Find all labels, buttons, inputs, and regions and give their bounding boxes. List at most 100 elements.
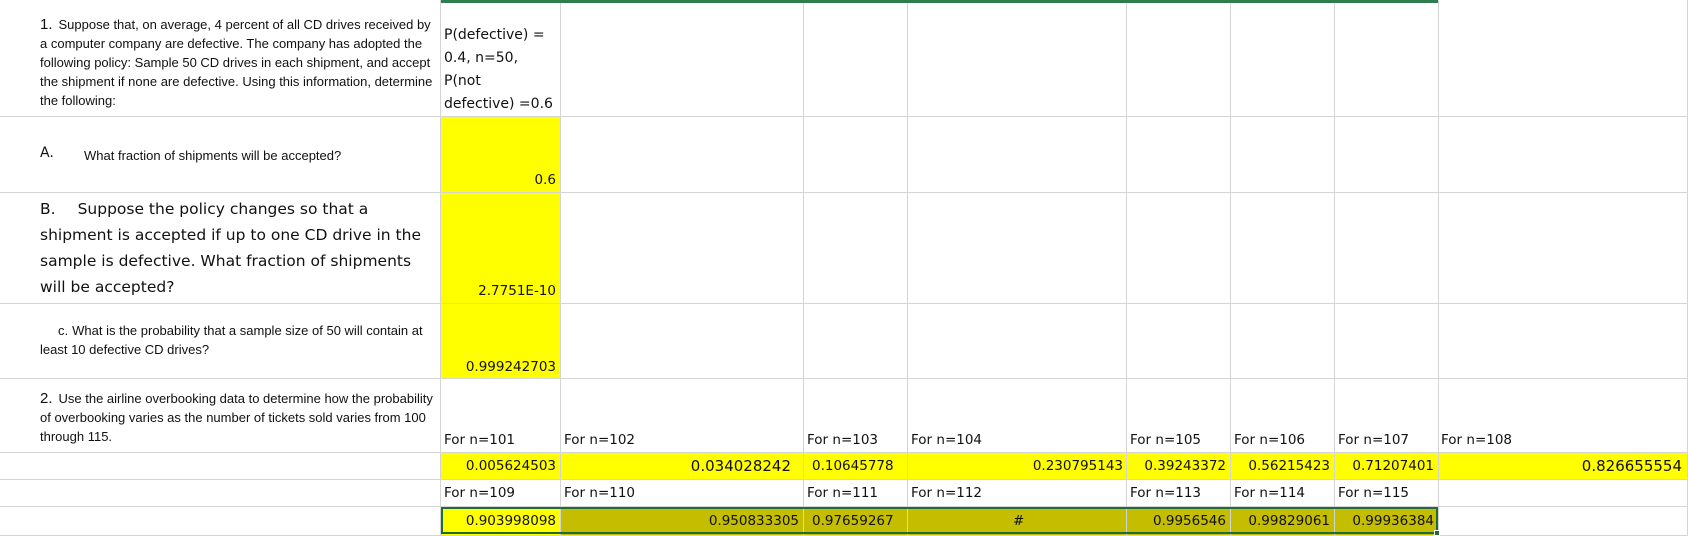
cell-empty[interactable]	[1127, 304, 1231, 379]
cell-empty[interactable]	[561, 0, 804, 117]
cell-empty[interactable]	[804, 193, 908, 304]
cell-label-n107[interactable]: For n=107	[1335, 379, 1439, 453]
cell-empty[interactable]	[1231, 0, 1335, 117]
cell-value-n103[interactable]: 0.10645778	[804, 453, 908, 480]
cell-label-n115[interactable]: For n=115	[1335, 480, 1439, 507]
cell-empty[interactable]	[1439, 507, 1688, 536]
question-2-text: 2. Use the airline overbooking data to de…	[40, 390, 433, 444]
cell-empty[interactable]	[1335, 0, 1439, 117]
cell-empty[interactable]	[1127, 193, 1231, 304]
cell-question-a[interactable]: A. What fraction of shipments will be ac…	[0, 117, 441, 193]
cell-empty[interactable]	[908, 0, 1127, 117]
cell-question-b[interactable]: B. Suppose the policy changes so that a s…	[0, 193, 441, 304]
cell-empty[interactable]	[561, 117, 804, 193]
question-2-number: 2.	[40, 390, 53, 407]
cell-value-n112[interactable]: #	[908, 507, 1127, 536]
cell-label-n112[interactable]: For n=112	[908, 480, 1127, 507]
cell-empty[interactable]	[908, 117, 1127, 193]
cell-empty[interactable]	[1335, 193, 1439, 304]
question-a-letter: A.	[40, 145, 54, 161]
cell-value-n110[interactable]: 0.950833305	[561, 507, 804, 536]
label-n110: For n=110	[564, 485, 636, 501]
cell-empty[interactable]	[908, 193, 1127, 304]
cell-parameters[interactable]: P(defective) = 0.4, n=50, P(not defectiv…	[441, 0, 561, 117]
cell-question-c[interactable]: c. What is the probability that a sample …	[0, 304, 441, 379]
cell-answer-a[interactable]: 0.6	[441, 117, 561, 193]
cell-value-n113[interactable]: 0.9956546	[1127, 507, 1231, 536]
cell-empty[interactable]	[1335, 304, 1439, 379]
question-1-text: 1. Suppose that, on average, 4 percent of…	[40, 16, 433, 108]
cell-label-n110[interactable]: For n=110	[561, 480, 804, 507]
parameters-text: P(defective) = 0.4, n=50, P(not defectiv…	[444, 27, 553, 112]
cell-answer-b[interactable]: 2.7751E-10	[441, 193, 561, 304]
cell-label-n113[interactable]: For n=113	[1127, 480, 1231, 507]
cell-empty[interactable]	[1335, 117, 1439, 193]
value-n107: 0.71207401	[1352, 458, 1434, 474]
cell-empty[interactable]	[908, 304, 1127, 379]
value-n110: 0.950833305	[708, 513, 799, 529]
question-c-letter: c.	[58, 323, 69, 338]
cell-empty[interactable]	[1127, 117, 1231, 193]
cell-question-2[interactable]: 2. Use the airline overbooking data to de…	[0, 379, 441, 453]
cell-empty[interactable]	[1439, 304, 1688, 379]
cell-question-1[interactable]: 1. Suppose that, on average, 4 percent of…	[0, 0, 441, 117]
label-n108: For n=108	[1441, 432, 1513, 448]
cell-empty[interactable]	[804, 117, 908, 193]
value-n113: 0.9956546	[1152, 513, 1226, 529]
selection-range-border	[441, 507, 1438, 534]
cell-empty[interactable]	[1127, 0, 1231, 117]
cell-empty[interactable]	[1439, 480, 1688, 507]
value-n101: 0.005624503	[465, 458, 556, 474]
fill-handle[interactable]	[1434, 530, 1440, 536]
cell-label-n108[interactable]: For n=108	[1439, 379, 1688, 453]
cell-empty[interactable]	[1439, 0, 1688, 117]
label-n101: For n=101	[444, 432, 516, 448]
top-border-line	[441, 0, 1438, 3]
label-n115: For n=115	[1338, 485, 1410, 501]
cell-value-n104[interactable]: 0.230795143	[908, 453, 1127, 480]
cell-value-n106[interactable]: 0.56215423	[1231, 453, 1335, 480]
cell-value-n101[interactable]: 0.005624503	[441, 453, 561, 480]
cell-value-n114[interactable]: 0.99829061	[1231, 507, 1335, 536]
label-n111: For n=111	[807, 485, 879, 501]
cell-label-n109[interactable]: For n=109	[441, 480, 561, 507]
cell-value-n107[interactable]: 0.71207401	[1335, 453, 1439, 480]
value-n104: 0.230795143	[1032, 458, 1123, 474]
cell-value-n105[interactable]: 0.39243372	[1127, 453, 1231, 480]
cell-label-n111[interactable]: For n=111	[804, 480, 908, 507]
cell-empty[interactable]	[0, 507, 441, 536]
cell-label-n104[interactable]: For n=104	[908, 379, 1127, 453]
cell-value-n108[interactable]: 0.826655554	[1439, 453, 1688, 480]
cell-empty[interactable]	[0, 480, 441, 507]
cell-empty[interactable]	[1231, 117, 1335, 193]
value-n102: 0.034028242	[690, 457, 791, 475]
question-c-text: c. What is the probability that a sample …	[40, 323, 423, 357]
cell-empty[interactable]	[1439, 117, 1688, 193]
cell-label-n102[interactable]: For n=102	[561, 379, 804, 453]
cell-label-n114[interactable]: For n=114	[1231, 480, 1335, 507]
cell-empty[interactable]	[1231, 304, 1335, 379]
cell-label-n103[interactable]: For n=103	[804, 379, 908, 453]
value-n111: 0.97659267	[812, 513, 894, 529]
cell-empty[interactable]	[1231, 193, 1335, 304]
cell-value-n115[interactable]: 0.99936384	[1335, 507, 1439, 536]
cell-value-n111[interactable]: 0.97659267	[804, 507, 908, 536]
cell-label-n101[interactable]: For n=101	[441, 379, 561, 453]
value-n103: 0.10645778	[812, 458, 894, 474]
label-n103: For n=103	[807, 432, 879, 448]
question-b-text: B. Suppose the policy changes so that a s…	[40, 200, 421, 296]
value-n112: #	[1013, 513, 1025, 529]
cell-empty[interactable]	[0, 453, 441, 480]
cell-empty[interactable]	[1439, 193, 1688, 304]
cell-label-n106[interactable]: For n=106	[1231, 379, 1335, 453]
cell-value-n102[interactable]: 0.034028242	[561, 453, 804, 480]
cell-label-n105[interactable]: For n=105	[1127, 379, 1231, 453]
cell-answer-c[interactable]: 0.999242703	[441, 304, 561, 379]
answer-b-value: 2.7751E-10	[478, 283, 556, 299]
cell-empty[interactable]	[561, 193, 804, 304]
cell-empty[interactable]	[561, 304, 804, 379]
cell-empty[interactable]	[804, 0, 908, 117]
cell-empty[interactable]	[804, 304, 908, 379]
label-n114: For n=114	[1234, 485, 1306, 501]
